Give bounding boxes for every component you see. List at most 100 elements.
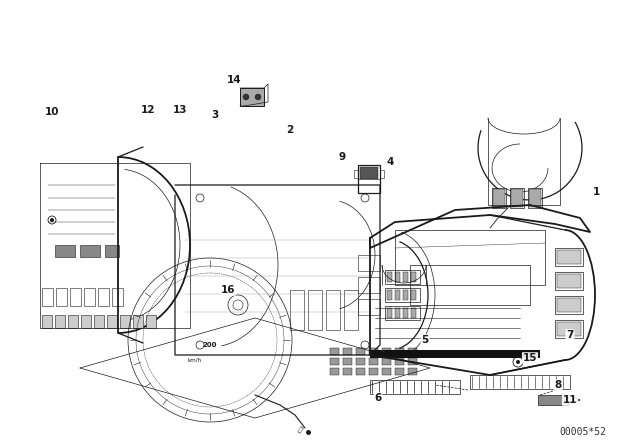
Bar bbox=[358, 165, 380, 193]
Bar bbox=[81, 315, 91, 328]
Bar bbox=[120, 315, 130, 328]
Bar bbox=[387, 290, 392, 300]
Bar bbox=[385, 306, 420, 320]
Bar bbox=[343, 368, 352, 375]
Bar bbox=[94, 315, 104, 328]
Bar bbox=[55, 245, 75, 257]
Circle shape bbox=[516, 360, 520, 364]
Bar bbox=[42, 315, 52, 328]
Bar bbox=[555, 320, 583, 338]
Text: 14: 14 bbox=[227, 75, 241, 85]
Bar bbox=[382, 358, 391, 365]
Bar bbox=[411, 290, 416, 300]
Bar bbox=[343, 348, 352, 355]
Bar bbox=[470, 375, 570, 389]
Bar bbox=[408, 358, 417, 365]
Bar bbox=[557, 274, 581, 288]
Bar bbox=[395, 230, 545, 285]
Bar bbox=[360, 167, 378, 179]
Bar bbox=[240, 88, 264, 106]
Bar bbox=[408, 368, 417, 375]
Circle shape bbox=[243, 94, 249, 100]
Bar bbox=[492, 188, 506, 208]
Bar bbox=[344, 290, 358, 330]
Bar bbox=[370, 380, 460, 394]
Bar bbox=[84, 288, 95, 306]
Bar bbox=[557, 322, 581, 336]
Bar bbox=[395, 290, 400, 300]
Bar bbox=[387, 308, 392, 318]
Text: 200: 200 bbox=[203, 342, 217, 348]
Bar bbox=[387, 272, 392, 282]
Bar bbox=[356, 358, 365, 365]
Text: 8: 8 bbox=[554, 380, 562, 390]
Bar bbox=[511, 189, 523, 207]
Text: 10: 10 bbox=[45, 107, 60, 117]
Bar bbox=[411, 308, 416, 318]
Bar bbox=[382, 348, 391, 355]
Bar bbox=[68, 315, 78, 328]
Bar bbox=[330, 348, 339, 355]
Bar bbox=[290, 290, 304, 330]
Bar bbox=[528, 188, 542, 208]
Text: 5: 5 bbox=[421, 335, 429, 345]
Bar bbox=[358, 299, 380, 315]
Bar bbox=[369, 358, 378, 365]
Bar bbox=[395, 272, 400, 282]
Bar bbox=[395, 308, 400, 318]
Bar bbox=[356, 368, 365, 375]
Text: 9: 9 bbox=[339, 152, 346, 162]
Text: 2: 2 bbox=[286, 125, 294, 135]
Bar bbox=[70, 288, 81, 306]
Bar bbox=[146, 315, 156, 328]
Bar bbox=[343, 358, 352, 365]
Bar bbox=[395, 358, 404, 365]
Bar bbox=[557, 250, 581, 264]
Circle shape bbox=[50, 218, 54, 222]
Bar bbox=[555, 272, 583, 290]
Bar bbox=[395, 348, 404, 355]
Bar bbox=[411, 272, 416, 282]
Bar bbox=[112, 288, 123, 306]
Bar bbox=[557, 298, 581, 312]
Bar bbox=[107, 315, 117, 328]
Text: 7: 7 bbox=[566, 330, 573, 340]
Text: 12: 12 bbox=[141, 105, 156, 115]
Bar bbox=[308, 290, 322, 330]
Text: 11: 11 bbox=[563, 395, 577, 405]
Bar bbox=[403, 272, 408, 282]
Text: 13: 13 bbox=[173, 105, 188, 115]
Text: 6: 6 bbox=[374, 393, 381, 403]
Bar bbox=[354, 170, 358, 178]
Text: 4: 4 bbox=[387, 157, 394, 167]
Text: km/h: km/h bbox=[188, 358, 202, 362]
Bar bbox=[538, 395, 568, 405]
Bar bbox=[80, 245, 100, 257]
Bar bbox=[42, 288, 53, 306]
Bar bbox=[410, 265, 530, 305]
Bar bbox=[105, 245, 119, 257]
Text: 16: 16 bbox=[221, 285, 236, 295]
Bar bbox=[326, 290, 340, 330]
Bar bbox=[380, 170, 384, 178]
Bar bbox=[529, 189, 541, 207]
Bar bbox=[403, 290, 408, 300]
Bar bbox=[56, 288, 67, 306]
Text: 1: 1 bbox=[593, 187, 600, 197]
Bar bbox=[358, 255, 380, 271]
Bar bbox=[330, 358, 339, 365]
Bar bbox=[370, 350, 540, 358]
Text: ⌒: ⌒ bbox=[296, 426, 303, 434]
Bar bbox=[369, 368, 378, 375]
Bar bbox=[385, 270, 420, 284]
Circle shape bbox=[255, 94, 261, 100]
Bar bbox=[330, 368, 339, 375]
Bar bbox=[385, 288, 420, 302]
Bar bbox=[358, 277, 380, 293]
Bar bbox=[133, 315, 143, 328]
Text: 15: 15 bbox=[523, 353, 537, 363]
Bar bbox=[510, 188, 524, 208]
Bar bbox=[382, 368, 391, 375]
Bar bbox=[408, 348, 417, 355]
Bar bbox=[369, 348, 378, 355]
